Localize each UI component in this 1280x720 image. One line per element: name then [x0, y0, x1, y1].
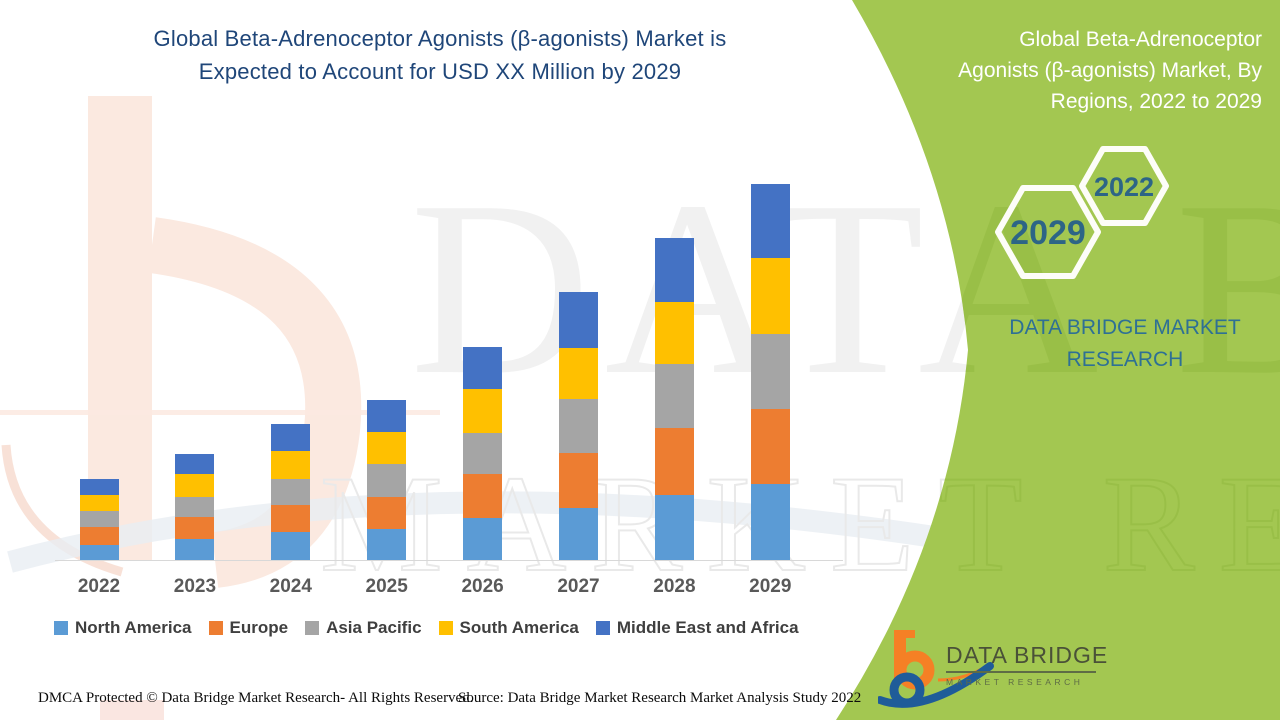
legend-swatch-middle-east-and-africa — [595, 621, 610, 635]
logo-subtitle: MARKET RESEARCH — [946, 677, 1084, 687]
panel-title-line2: Agonists (β-agonists) Market, By — [958, 59, 1262, 82]
bar-segment-middle-east-and-africa-2024 — [271, 424, 311, 451]
bar-segment-north-america-2027 — [559, 508, 598, 560]
legend-label-asia-pacific: Asia Pacific — [326, 618, 422, 637]
bar-segment-south-america-2023 — [175, 474, 215, 497]
hexagon-2022-label: 2022 — [1094, 172, 1154, 202]
bar-segment-south-america-2027 — [559, 348, 598, 399]
brand-text-line2: RESEARCH — [1066, 348, 1184, 371]
bar-segment-south-america-2029 — [750, 258, 790, 334]
x-axis-label-2027: 2027 — [557, 576, 600, 597]
bar-segment-south-america-2026 — [463, 389, 503, 433]
legend-item-south-america: South America — [438, 618, 579, 638]
hexagon-2022 — [1079, 146, 1169, 226]
bar-segment-south-america-2024 — [271, 451, 311, 479]
hexagon-badges — [995, 146, 1169, 279]
footer-dmca-text: DMCA Protected © Data Bridge Market Rese… — [38, 690, 474, 706]
x-axis-label-2028: 2028 — [653, 576, 696, 597]
brand-text-line1: DATA BRIDGE MARKET — [1009, 316, 1241, 339]
chart-title-line1: Global Beta-Adrenoceptor Agonists (β-ago… — [153, 26, 727, 51]
bar-segment-asia-pacific-2029 — [750, 334, 790, 409]
bar-segment-middle-east-and-africa-2026 — [463, 347, 503, 389]
bar-segment-asia-pacific-2028 — [654, 364, 694, 428]
panel-title: Global Beta-Adrenoceptor Agonists (β-ago… — [882, 24, 1262, 117]
x-axis-label-2026: 2026 — [461, 576, 504, 597]
bar-segment-south-america-2028 — [654, 302, 694, 364]
bar-segment-asia-pacific-2027 — [559, 399, 598, 453]
bar-segment-north-america-2022 — [79, 545, 119, 560]
legend-item-asia-pacific: Asia Pacific — [305, 618, 422, 638]
legend-label-south-america: South America — [459, 618, 579, 637]
logo-title: DATA BRIDGE — [946, 642, 1109, 668]
legend-swatch-north-america — [54, 621, 68, 635]
chart-legend: North America Europe Asia Pacific South Ame… — [54, 618, 799, 638]
hexagon-2029 — [995, 185, 1101, 279]
x-axis-label-2022: 2022 — [77, 576, 121, 597]
hexagon-2029-label: 2029 — [1010, 214, 1086, 252]
legend-item-north-america: North America — [54, 618, 192, 638]
legend-item-middle-east-and-africa: Middle East and Africa — [595, 618, 799, 638]
bar-segment-asia-pacific-2026 — [463, 433, 503, 474]
bar-segment-europe-2029 — [750, 409, 790, 484]
x-axis-label-2023: 2023 — [173, 576, 217, 597]
bar-segment-europe-2025 — [367, 497, 407, 529]
legend-swatch-asia-pacific — [305, 621, 320, 635]
bar-segment-europe-2022 — [79, 527, 119, 545]
legend-swatch-south-america — [438, 621, 453, 635]
legend-label-north-america: North America — [75, 618, 192, 637]
chart-title: Global Beta-Adrenoceptor Agonists (β-ago… — [70, 22, 810, 88]
footer-source-text: Source: Data Bridge Market Research Mark… — [458, 690, 862, 706]
panel-title-line1: Global Beta-Adrenoceptor — [1019, 28, 1262, 51]
bar-segment-middle-east-and-africa-2025 — [367, 400, 407, 432]
bar-segment-asia-pacific-2025 — [367, 464, 407, 497]
x-axis-label-2025: 2025 — [365, 576, 408, 597]
x-axis-line — [55, 560, 843, 561]
bar-segment-europe-2028 — [654, 428, 694, 495]
logo-underline — [946, 671, 1096, 673]
bar-segment-asia-pacific-2023 — [175, 497, 215, 517]
bar-segment-middle-east-and-africa-2022 — [79, 479, 119, 495]
bar-segment-asia-pacific-2024 — [271, 479, 311, 505]
bar-segment-europe-2027 — [559, 453, 598, 508]
bar-segment-middle-east-and-africa-2023 — [175, 454, 215, 474]
legend-label-europe: Europe — [229, 618, 289, 637]
bar-segment-middle-east-and-africa-2028 — [654, 238, 694, 302]
bar-segment-middle-east-and-africa-2029 — [750, 184, 790, 258]
bar-segment-middle-east-and-africa-2027 — [559, 292, 598, 348]
bar-segment-north-america-2023 — [175, 539, 215, 560]
bar-segment-north-america-2026 — [463, 518, 503, 560]
bar-segment-south-america-2025 — [367, 432, 407, 464]
bar-segment-north-america-2029 — [750, 484, 790, 560]
brand-text: DATA BRIDGE MARKET RESEARCH — [984, 312, 1266, 376]
green-panel — [836, 0, 1280, 720]
bar-segment-north-america-2024 — [271, 532, 311, 560]
bar-segment-south-america-2022 — [79, 495, 119, 511]
bar-segment-north-america-2028 — [654, 495, 694, 560]
x-axis-label-2024: 2024 — [269, 576, 312, 597]
data-bridge-logo-icon — [878, 630, 994, 708]
bar-segment-europe-2024 — [271, 505, 311, 532]
chart-title-line2: Expected to Account for USD XX Million b… — [198, 59, 682, 84]
legend-swatch-europe — [208, 621, 223, 635]
bar-segment-europe-2026 — [463, 474, 503, 518]
bar-segment-europe-2023 — [175, 517, 215, 539]
panel-title-line3: Regions, 2022 to 2029 — [1050, 90, 1262, 113]
bar-segment-asia-pacific-2022 — [79, 511, 119, 527]
x-axis-label-2029: 2029 — [749, 576, 792, 597]
legend-label-middle-east-and-africa: Middle East and Africa — [616, 618, 799, 637]
bar-segment-north-america-2025 — [367, 529, 407, 560]
legend-item-europe: Europe — [208, 618, 289, 638]
data-bridge-logo-text: DATA BRIDGE MARKET RESEARCH — [946, 642, 1116, 687]
